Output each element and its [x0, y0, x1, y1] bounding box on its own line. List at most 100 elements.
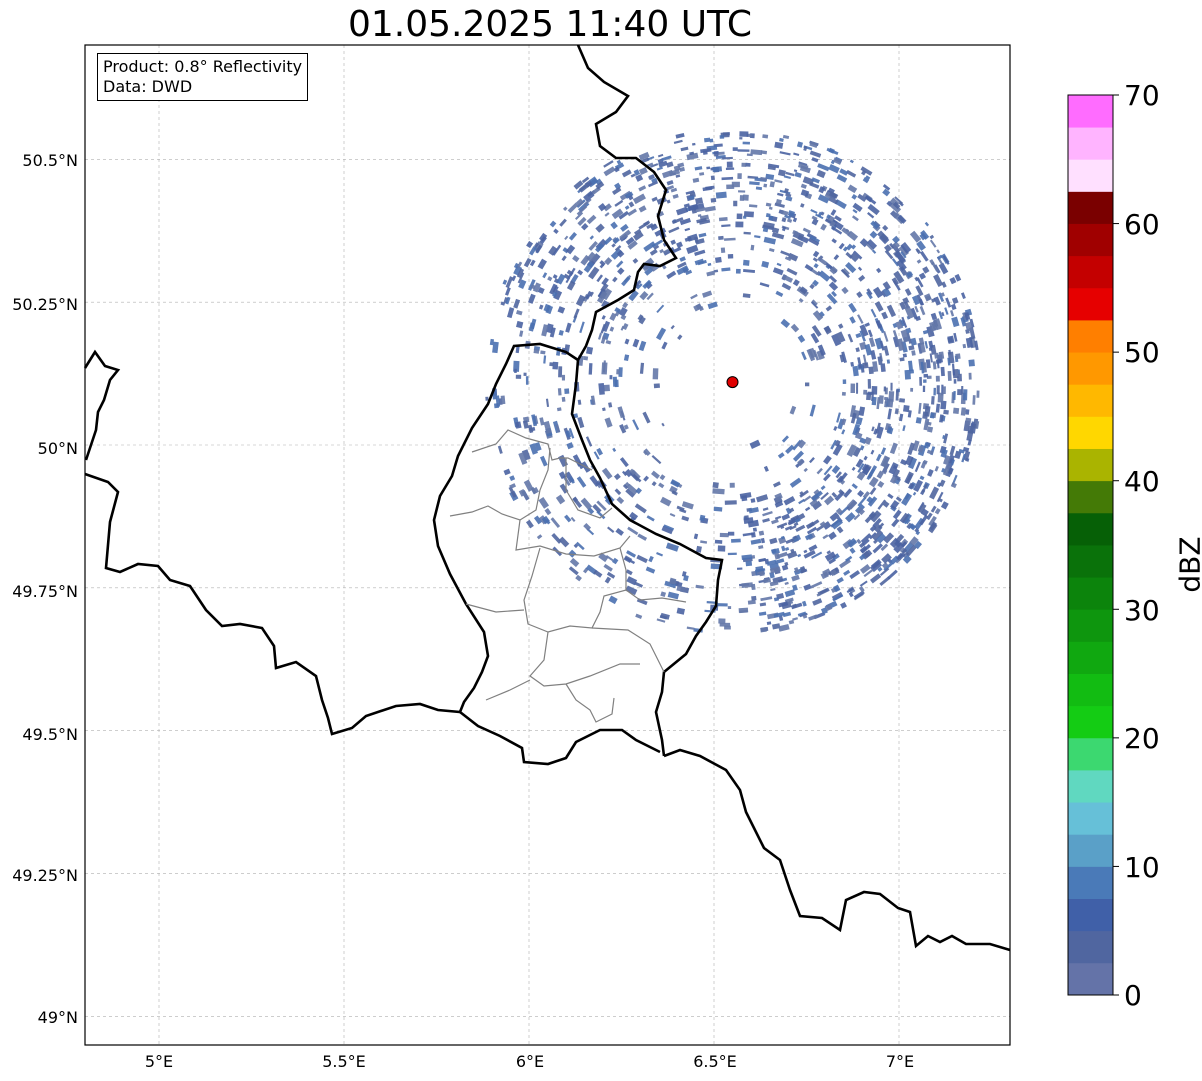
echo-pixel	[661, 422, 665, 427]
echo-pixel	[907, 482, 915, 490]
echo-pixel	[810, 332, 820, 344]
echo-pixel	[529, 443, 538, 455]
echo-pixel	[556, 273, 566, 285]
echo-pixel	[855, 458, 864, 468]
colorbar-tick-label: 30	[1124, 594, 1160, 627]
echo-pixel	[493, 403, 500, 409]
echo-pixel	[576, 205, 588, 216]
echo-pixel	[936, 254, 943, 260]
echo-pixel	[818, 270, 831, 282]
echo-pixel	[590, 395, 596, 406]
echo-pixel	[771, 232, 785, 240]
echo-pixel	[502, 279, 508, 285]
echo-pixel	[852, 202, 863, 212]
echo-pixel	[820, 607, 828, 615]
echo-pixel	[660, 496, 672, 507]
echo-pixel	[575, 294, 586, 307]
echo-pixel	[552, 361, 559, 370]
echo-pixel	[923, 379, 927, 383]
echo-pixel	[774, 515, 782, 520]
echo-pixel	[761, 260, 770, 268]
lat-tick-label: 49°N	[37, 1008, 78, 1027]
echo-pixel	[774, 553, 781, 560]
echo-pixel	[625, 488, 636, 498]
echo-pixel	[929, 239, 937, 248]
luxembourg-germany-border	[570, 359, 724, 757]
echo-pixel	[809, 498, 818, 507]
echo-pixel	[656, 166, 663, 171]
echo-pixel	[518, 279, 527, 290]
echo-pixel	[672, 246, 682, 254]
echo-pixel	[802, 495, 812, 503]
echo-pixel	[856, 382, 859, 394]
echo-pixel	[826, 214, 831, 219]
echo-pixel	[749, 439, 761, 449]
echo-pixel	[774, 202, 785, 208]
echo-pixel	[638, 205, 647, 213]
echo-pixel	[883, 561, 894, 572]
echo-pixel	[882, 183, 891, 191]
echo-pixel	[639, 362, 645, 374]
echo-pixel	[917, 342, 923, 354]
echo-pixel	[857, 193, 867, 202]
echo-pixel	[816, 467, 823, 475]
echo-pixel	[785, 195, 793, 202]
echo-pixel	[597, 332, 603, 340]
echo-pixel	[762, 507, 769, 511]
echo-pixel	[953, 379, 957, 384]
echo-pixel	[603, 203, 612, 212]
echo-pixel	[813, 263, 819, 269]
echo-pixel	[750, 538, 762, 545]
echo-pixel	[894, 250, 906, 264]
echo-pixel	[785, 507, 792, 515]
echo-pixel	[922, 459, 928, 465]
echo-pixel	[912, 491, 917, 496]
echo-pixel	[589, 235, 594, 240]
echo-pixel	[867, 203, 880, 216]
echo-pixel	[684, 227, 691, 232]
echo-pixel	[598, 202, 607, 212]
echo-pixel	[526, 240, 534, 249]
echo-pixel	[588, 363, 593, 375]
echo-pixel	[848, 591, 854, 598]
echo-pixel	[553, 289, 563, 301]
echo-pixel	[656, 618, 666, 623]
echo-pixel	[699, 172, 705, 176]
data-source-label: Data: DWD	[103, 77, 193, 96]
echo-pixel	[778, 615, 784, 622]
echo-pixel	[840, 601, 848, 609]
echo-pixel	[618, 306, 628, 317]
echo-pixel	[686, 244, 699, 255]
echo-pixel	[514, 421, 522, 429]
echo-pixel	[875, 320, 883, 329]
echo-pixel	[792, 230, 798, 236]
echo-pixel	[869, 532, 877, 540]
echo-pixel	[838, 489, 845, 496]
echo-pixel	[831, 333, 842, 347]
echo-pixel	[648, 180, 659, 188]
echo-pixel	[920, 361, 925, 374]
echo-pixel	[577, 269, 584, 276]
echo-pixel	[904, 369, 911, 380]
echo-pixel	[550, 517, 561, 528]
echo-pixel	[585, 290, 593, 300]
echo-pixel	[658, 160, 668, 168]
echo-pixel	[859, 563, 871, 574]
echo-pixel	[614, 199, 624, 207]
echo-pixel	[700, 540, 708, 544]
echo-pixel	[916, 240, 926, 251]
echo-pixel	[825, 305, 833, 312]
echo-pixel	[765, 173, 775, 181]
reflectivity-echoes	[485, 131, 980, 633]
echo-pixel	[812, 500, 822, 511]
echo-pixel	[614, 245, 622, 252]
echo-pixel	[585, 436, 593, 447]
colorbar-segment	[1068, 802, 1113, 835]
echo-pixel	[858, 406, 866, 417]
echo-pixel	[914, 305, 919, 313]
echo-pixel	[864, 195, 877, 205]
echo-pixel	[882, 281, 891, 291]
colorbar-segment	[1068, 930, 1113, 964]
echo-pixel	[892, 201, 901, 210]
echo-pixel	[525, 376, 529, 385]
